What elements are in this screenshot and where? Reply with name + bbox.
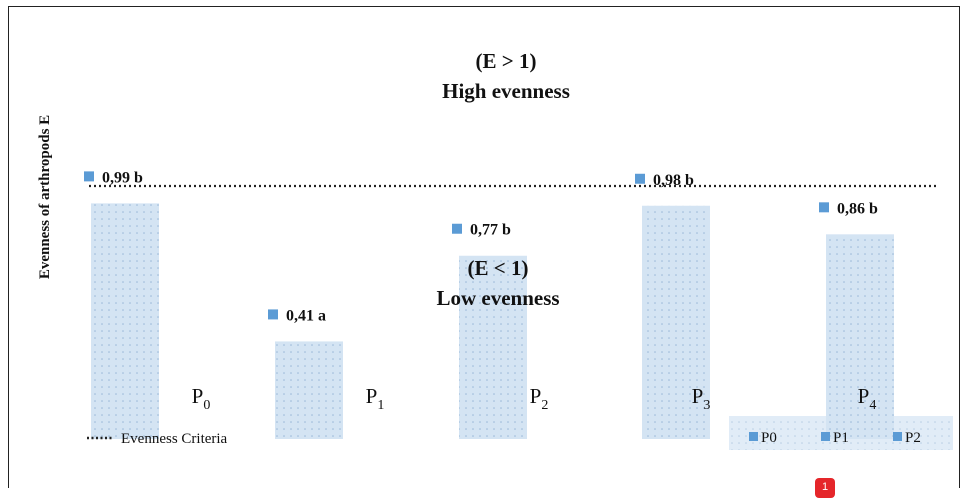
bar-3 — [642, 205, 710, 439]
value-marker-0 — [84, 171, 94, 182]
legend-marker-0 — [749, 432, 758, 441]
high-evenness-label-1: (E > 1) — [476, 49, 537, 73]
value-marker-2 — [452, 223, 462, 234]
legend-background — [729, 416, 953, 450]
category-label-4: P4 — [858, 384, 877, 413]
notification-badge[interactable]: 1 — [815, 478, 835, 498]
legend-label-2: P2 — [905, 430, 921, 446]
value-label-3: 0,98 b — [653, 172, 694, 189]
bar-chart: Evenness of arthropods E (E > 1) High ev… — [37, 49, 953, 450]
bar-2 — [459, 255, 527, 439]
value-label-2: 0,77 b — [470, 222, 511, 239]
category-label-0: P0 — [192, 384, 211, 413]
category-label-1: P1 — [366, 384, 385, 413]
legend-criteria: Evenness Criteria — [87, 431, 228, 447]
bar-1 — [275, 341, 343, 439]
low-evenness-label-1: (E < 1) — [468, 256, 529, 280]
legend-label-0: P0 — [761, 430, 777, 446]
high-evenness-label-2: High evenness — [442, 79, 570, 103]
legend-marker-2 — [893, 432, 902, 441]
chart-frame: Evenness of arthropods E (E > 1) High ev… — [8, 6, 960, 488]
low-evenness-label-2: Low evenness — [436, 286, 559, 310]
value-marker-4 — [819, 202, 829, 213]
value-label-4: 0,86 b — [837, 200, 878, 217]
legend-marker-1 — [821, 432, 830, 441]
legend-label-1: P1 — [833, 430, 849, 446]
value-marker-3 — [635, 173, 645, 184]
bar-4 — [826, 234, 894, 439]
category-label-3: P3 — [692, 384, 711, 413]
bar-0 — [91, 203, 159, 439]
category-label-2: P2 — [530, 384, 549, 413]
value-marker-1 — [268, 309, 278, 320]
y-axis-label: Evenness of arthropods E — [37, 115, 53, 279]
legend-criteria-label: Evenness Criteria — [121, 431, 228, 447]
value-label-1: 0,41 a — [286, 307, 326, 324]
value-label-0: 0,99 b — [102, 169, 143, 186]
